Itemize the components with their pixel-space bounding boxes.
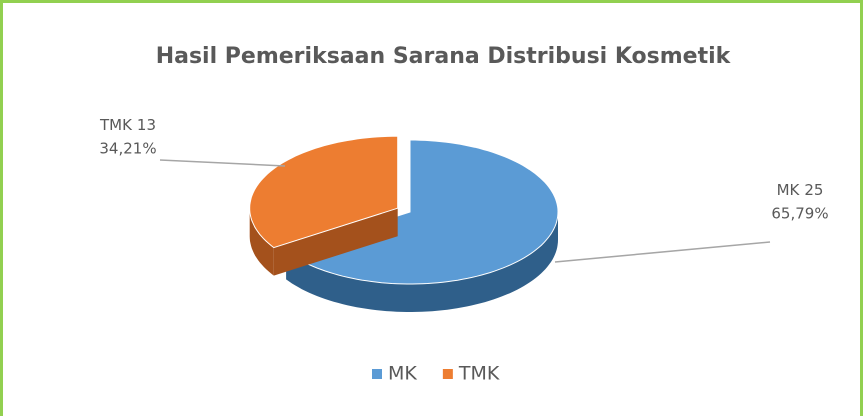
data-label-percent: 65,79%	[771, 205, 828, 223]
leader-line	[159, 159, 286, 167]
data-label-percent: 34,21%	[99, 140, 156, 158]
legend-label: TMK	[458, 363, 500, 385]
data-label-value: 13	[137, 116, 156, 134]
chart-title: Hasil Pemeriksaan Sarana Distribusi Kosm…	[156, 44, 732, 69]
legend-label: MK	[388, 363, 417, 385]
data-label: TMK 13	[99, 116, 156, 134]
leader-line	[554, 241, 771, 263]
slice	[249, 135, 399, 249]
data-label: MK 25	[777, 181, 824, 199]
data-label-value: 25	[804, 181, 823, 199]
legend-swatch	[442, 369, 453, 379]
slice-side	[286, 212, 558, 312]
data-label-category: MK	[777, 181, 801, 199]
legend-swatch	[372, 369, 382, 379]
slice-cut	[273, 208, 398, 276]
slice-side	[249, 208, 274, 276]
data-label-category: TMK	[99, 116, 133, 134]
